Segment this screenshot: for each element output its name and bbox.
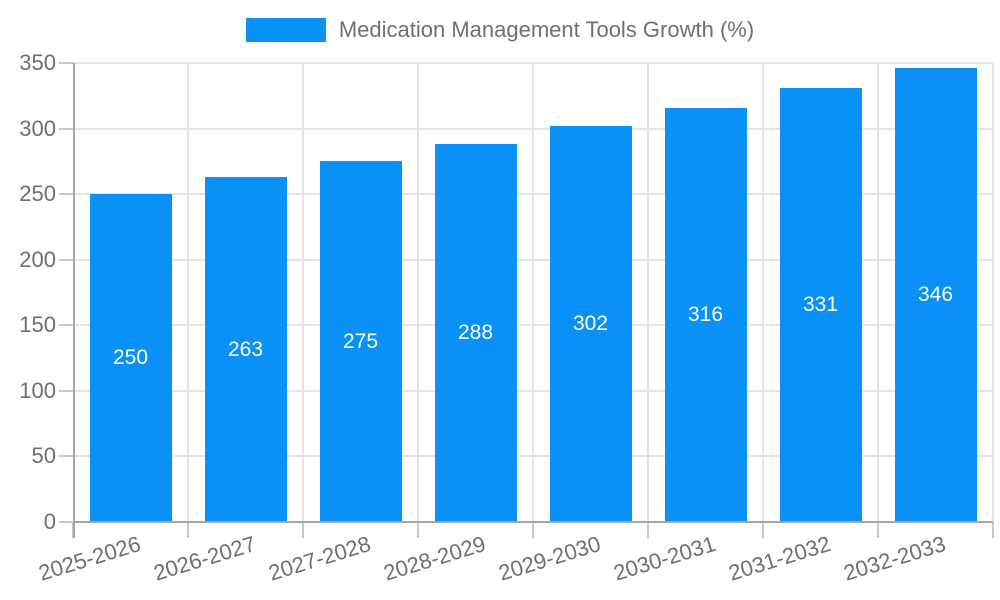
y-tick-label: 50 — [31, 443, 56, 469]
x-category-label: 2031-2032 — [725, 531, 834, 586]
bar[interactable] — [779, 87, 862, 522]
legend-item[interactable]: Medication Management Tools Growth (%) — [245, 17, 755, 43]
x-axis-line — [73, 521, 993, 523]
y-tick — [59, 455, 73, 458]
x-tick — [647, 522, 649, 538]
x-gridline — [877, 63, 879, 522]
x-category-label: 2032-2033 — [840, 531, 949, 586]
y-tick — [59, 258, 73, 261]
x-gridline — [302, 63, 304, 522]
x-gridline — [187, 63, 189, 522]
bar[interactable] — [549, 125, 632, 522]
y-tick-label: 200 — [19, 246, 56, 272]
y-tick-label: 250 — [19, 181, 56, 207]
x-tick — [992, 522, 994, 538]
y-tick-label: 300 — [19, 115, 56, 141]
x-category-label: 2025-2026 — [35, 531, 144, 586]
y-tick — [59, 521, 73, 523]
y-tick — [59, 127, 73, 130]
bar[interactable] — [434, 144, 517, 522]
y-tick-label: 100 — [19, 377, 56, 403]
legend-swatch-icon — [245, 18, 326, 42]
x-gridline — [532, 63, 534, 522]
x-gridline — [647, 63, 649, 522]
x-gridline — [762, 63, 764, 522]
bar[interactable] — [89, 194, 172, 522]
x-gridline — [417, 63, 419, 522]
bar[interactable] — [319, 161, 402, 522]
y-tick-label: 150 — [19, 312, 56, 338]
y-tick-label: 0 — [43, 509, 56, 534]
bar-value-label: 331 — [802, 292, 839, 316]
x-tick — [187, 522, 189, 538]
bar[interactable] — [664, 107, 747, 522]
y-tick — [59, 62, 73, 64]
y-axis-line — [73, 63, 75, 538]
bar-value-label: 346 — [917, 283, 954, 307]
bar[interactable] — [894, 68, 977, 522]
bar-value-label: 250 — [112, 346, 149, 370]
x-category-label: 2030-2031 — [610, 531, 719, 586]
chart-legend: Medication Management Tools Growth (%) — [0, 17, 1000, 43]
y-tick — [59, 193, 73, 196]
x-category-label: 2027-2028 — [265, 531, 374, 586]
x-category-label: 2029-2030 — [495, 531, 604, 586]
bar-value-label: 288 — [457, 321, 494, 345]
x-tick — [302, 522, 304, 538]
x-tick — [762, 522, 764, 538]
x-gridline — [992, 63, 994, 522]
legend-label: Medication Management Tools Growth (%) — [338, 17, 755, 42]
bar-value-label: 316 — [687, 302, 724, 326]
x-category-label: 2028-2029 — [380, 531, 489, 586]
x-tick — [877, 522, 879, 538]
y-tick — [59, 389, 73, 392]
bar-value-label: 302 — [572, 311, 609, 335]
x-tick — [417, 522, 419, 538]
y-tick-label: 350 — [19, 50, 56, 75]
x-category-label: 2026-2027 — [150, 531, 259, 586]
y-tick — [59, 324, 73, 327]
bar[interactable] — [204, 177, 287, 522]
bar-value-label: 275 — [342, 329, 379, 353]
x-tick — [532, 522, 534, 538]
bar-value-label: 263 — [227, 337, 264, 361]
